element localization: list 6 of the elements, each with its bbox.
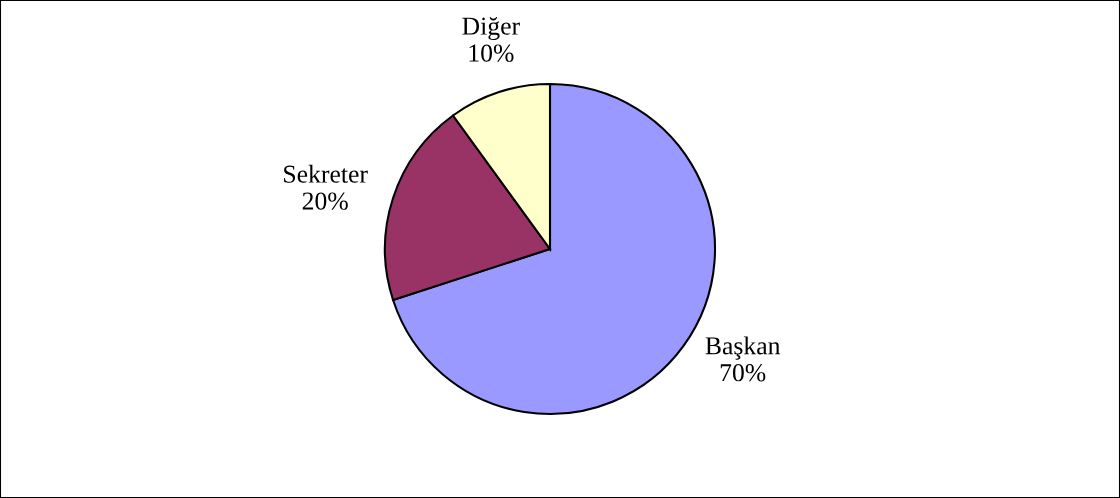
data-label: 20% [302, 192, 348, 210]
slice-label: Başkan [705, 336, 781, 360]
data-label: 10% [469, 44, 514, 62]
slice-label: Diğer [462, 17, 520, 41]
slice-label: Sekreter [284, 164, 368, 183]
data-label: 70% [720, 364, 766, 382]
